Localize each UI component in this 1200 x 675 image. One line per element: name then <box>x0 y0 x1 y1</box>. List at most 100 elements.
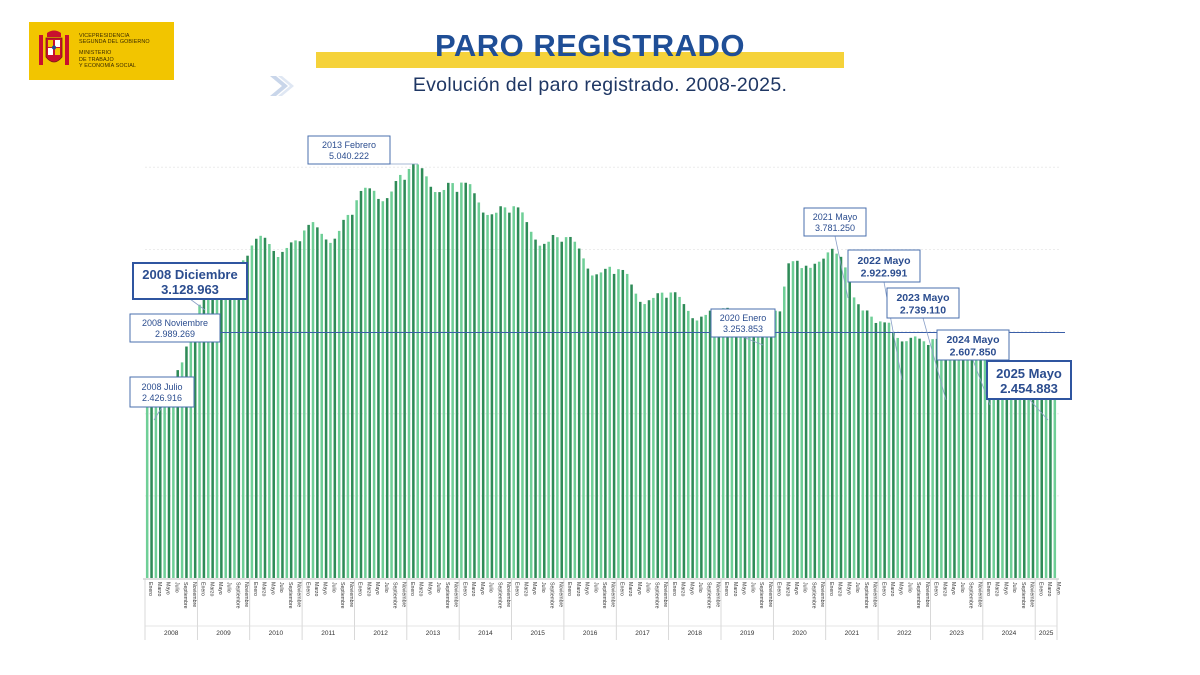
month-tick-label: Septiembre <box>392 582 398 609</box>
annotation-leader <box>742 336 764 346</box>
bar <box>996 359 1000 578</box>
bar <box>263 237 267 578</box>
month-tick-label: Septiembre <box>549 582 555 609</box>
spain-coat-of-arms-icon <box>39 30 69 65</box>
month-tick-label: Mayo <box>165 582 171 595</box>
annotation-value: 5.040.222 <box>329 151 369 161</box>
bar <box>713 310 716 578</box>
month-tick-label: Mayo <box>636 582 642 595</box>
logo-line: VICEPRESIDENCIA <box>79 32 130 39</box>
month-tick-label: Julio <box>907 582 913 593</box>
bar <box>477 202 481 578</box>
month-tick-label: Julio <box>1011 582 1017 593</box>
bar <box>652 297 655 578</box>
month-tick-label: Mayo <box>217 582 223 595</box>
month-tick-label: Septiembre <box>182 582 188 609</box>
bar <box>447 182 450 578</box>
bar <box>455 191 459 579</box>
month-tick-label: Septiembre <box>1020 582 1026 609</box>
bar <box>233 273 236 578</box>
annotation-box <box>936 329 1010 361</box>
bar <box>145 392 149 578</box>
bar <box>634 293 638 578</box>
bar <box>791 261 795 578</box>
bar <box>822 258 825 578</box>
annotation-value: 2.989.269 <box>155 329 195 339</box>
month-tick-label: Julio <box>540 582 546 593</box>
bar <box>364 187 367 578</box>
bar <box>1001 363 1004 578</box>
annotation-label: 2024 Mayo <box>946 334 999 346</box>
bar <box>503 207 507 578</box>
month-tick-label: Septiembre <box>444 582 450 609</box>
bar <box>399 174 402 578</box>
bar <box>765 315 769 578</box>
bar <box>1018 366 1022 578</box>
bar <box>639 301 642 578</box>
bar <box>774 310 777 578</box>
bar <box>1009 368 1013 578</box>
month-tick-label: Noviembre <box>610 582 616 607</box>
bar <box>337 230 341 578</box>
bar <box>778 311 782 578</box>
year-tick-label: 2020 <box>792 630 807 637</box>
month-tick-label: Mayo <box>1055 582 1061 595</box>
annotation-value: 2.607.850 <box>950 347 997 359</box>
annotation-label: 2008 Noviembre <box>142 318 208 328</box>
bar <box>669 292 673 578</box>
bar <box>1036 364 1039 578</box>
month-tick-label: Julio <box>488 582 494 593</box>
bar <box>490 214 494 579</box>
month-tick-label: Mayo <box>950 582 956 595</box>
month-tick-label: Septiembre <box>601 582 607 609</box>
month-tick-label: Noviembre <box>976 582 982 607</box>
bar <box>704 314 707 578</box>
bar <box>438 192 441 579</box>
year-tick-label: 2018 <box>688 630 703 637</box>
month-tick-label: Septiembre <box>811 582 817 609</box>
month-tick-label: Mayo <box>322 582 328 595</box>
bar <box>870 316 873 578</box>
bar <box>394 181 398 578</box>
bar <box>647 300 651 578</box>
month-tick-label: Marzo <box>837 582 843 597</box>
month-tick-label: Marzo <box>784 582 790 597</box>
month-tick-label: Marzo <box>575 582 581 597</box>
bar <box>390 191 393 578</box>
annotation-value: 2.922.991 <box>861 268 908 280</box>
bar <box>887 322 891 578</box>
bar <box>913 336 917 578</box>
year-tick-label: 2008 <box>164 630 179 637</box>
annotation-label: 2025 Mayo <box>996 366 1062 381</box>
bar <box>835 253 838 578</box>
bar <box>307 224 310 578</box>
year-tick-label: 2015 <box>530 630 545 637</box>
month-tick-label: Marzo <box>732 582 738 597</box>
bar <box>966 354 969 578</box>
month-tick-label: Septiembre <box>915 582 921 609</box>
month-tick-label: Enero <box>409 582 415 596</box>
year-tick-label: 2013 <box>426 630 441 637</box>
bar <box>743 330 747 578</box>
month-tick-label: Mayo <box>427 582 433 595</box>
bar <box>992 354 995 578</box>
bar <box>529 231 533 578</box>
bar <box>621 269 625 578</box>
bar <box>1027 365 1030 578</box>
annotation-box <box>129 313 221 343</box>
bar <box>473 193 476 578</box>
bar <box>865 310 869 578</box>
bar <box>368 188 371 578</box>
month-tick-label: Mayo <box>688 582 694 595</box>
bar <box>220 285 223 578</box>
bar <box>726 307 729 578</box>
annotation-box <box>986 360 1072 400</box>
bar <box>534 239 537 578</box>
month-tick-label: Enero <box>200 582 206 596</box>
year-tick-label: 2024 <box>1002 630 1017 637</box>
month-tick-label: Noviembre <box>1029 582 1035 607</box>
bar <box>289 242 293 578</box>
annotation-value: 2.454.883 <box>1000 381 1058 396</box>
bar <box>700 316 703 578</box>
